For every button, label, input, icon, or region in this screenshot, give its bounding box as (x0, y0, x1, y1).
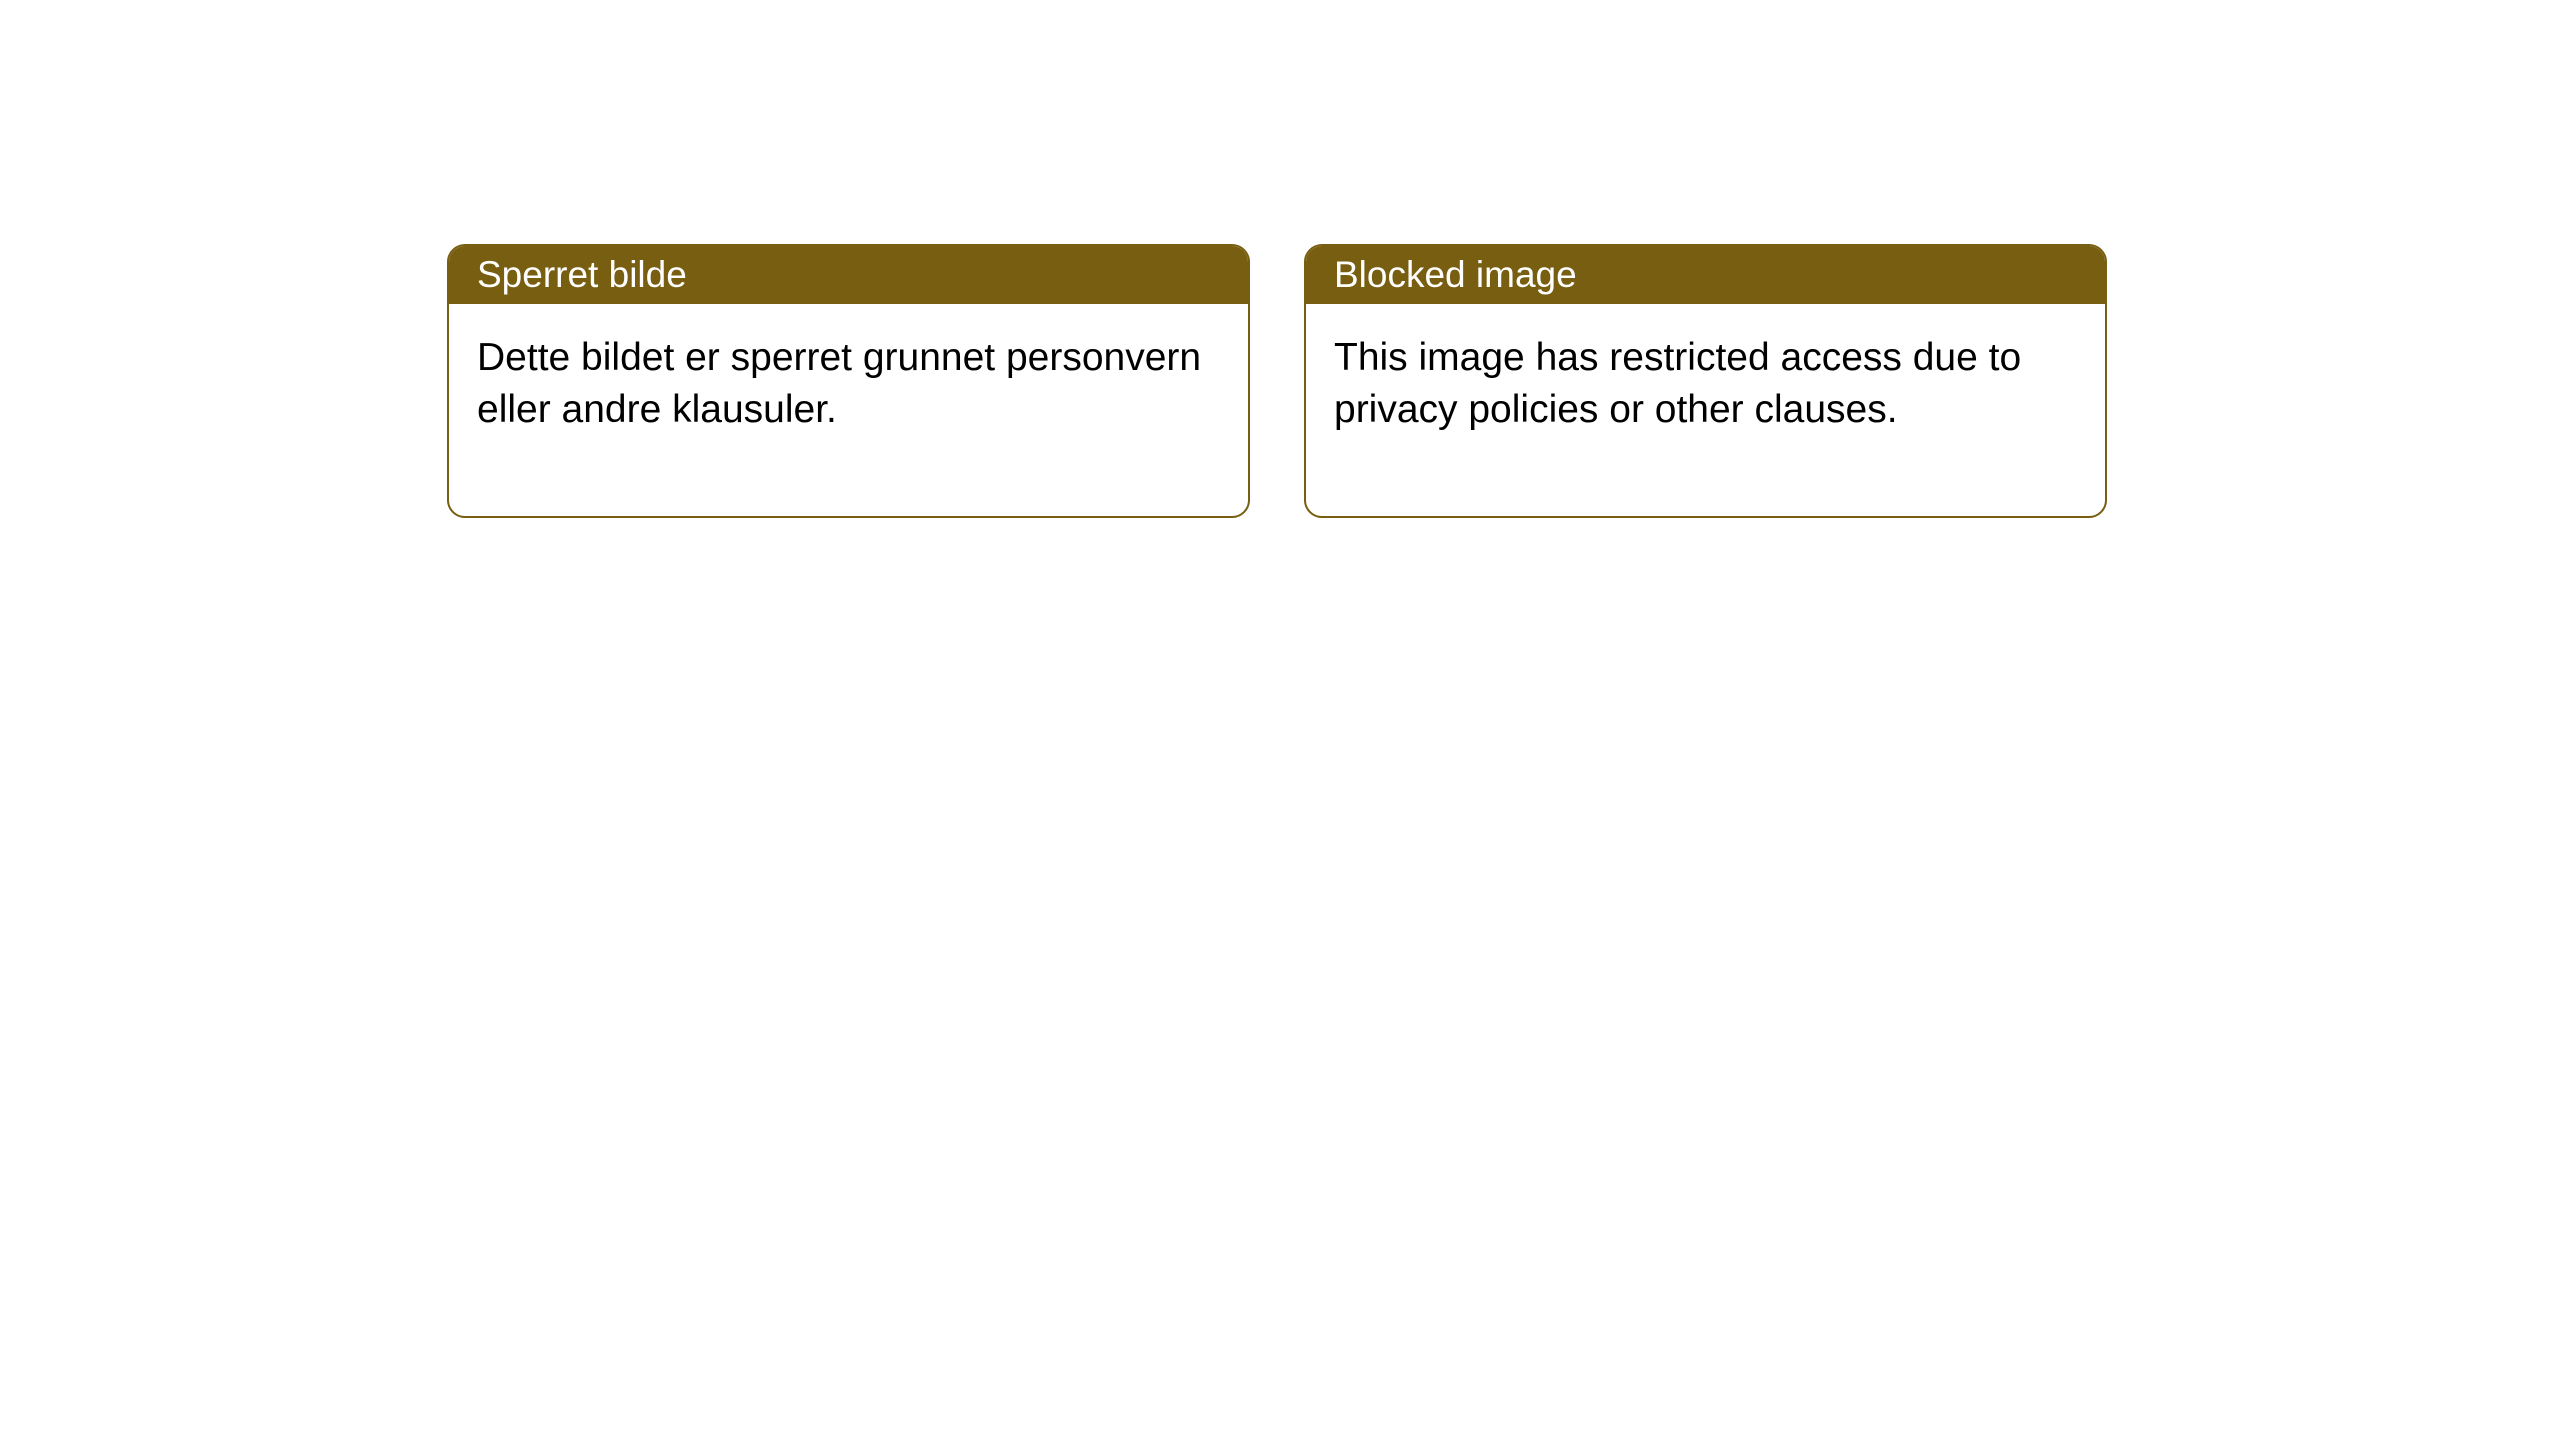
notice-title: Sperret bilde (477, 254, 687, 295)
notice-title: Blocked image (1334, 254, 1577, 295)
notice-header: Sperret bilde (449, 246, 1248, 304)
notice-header: Blocked image (1306, 246, 2105, 304)
notice-container: Sperret bilde Dette bildet er sperret gr… (0, 0, 2560, 518)
notice-body: This image has restricted access due to … (1306, 304, 2105, 516)
notice-card-norwegian: Sperret bilde Dette bildet er sperret gr… (447, 244, 1250, 518)
notice-message: This image has restricted access due to … (1334, 336, 2021, 431)
notice-card-english: Blocked image This image has restricted … (1304, 244, 2107, 518)
notice-message: Dette bildet er sperret grunnet personve… (477, 336, 1201, 431)
notice-body: Dette bildet er sperret grunnet personve… (449, 304, 1248, 516)
